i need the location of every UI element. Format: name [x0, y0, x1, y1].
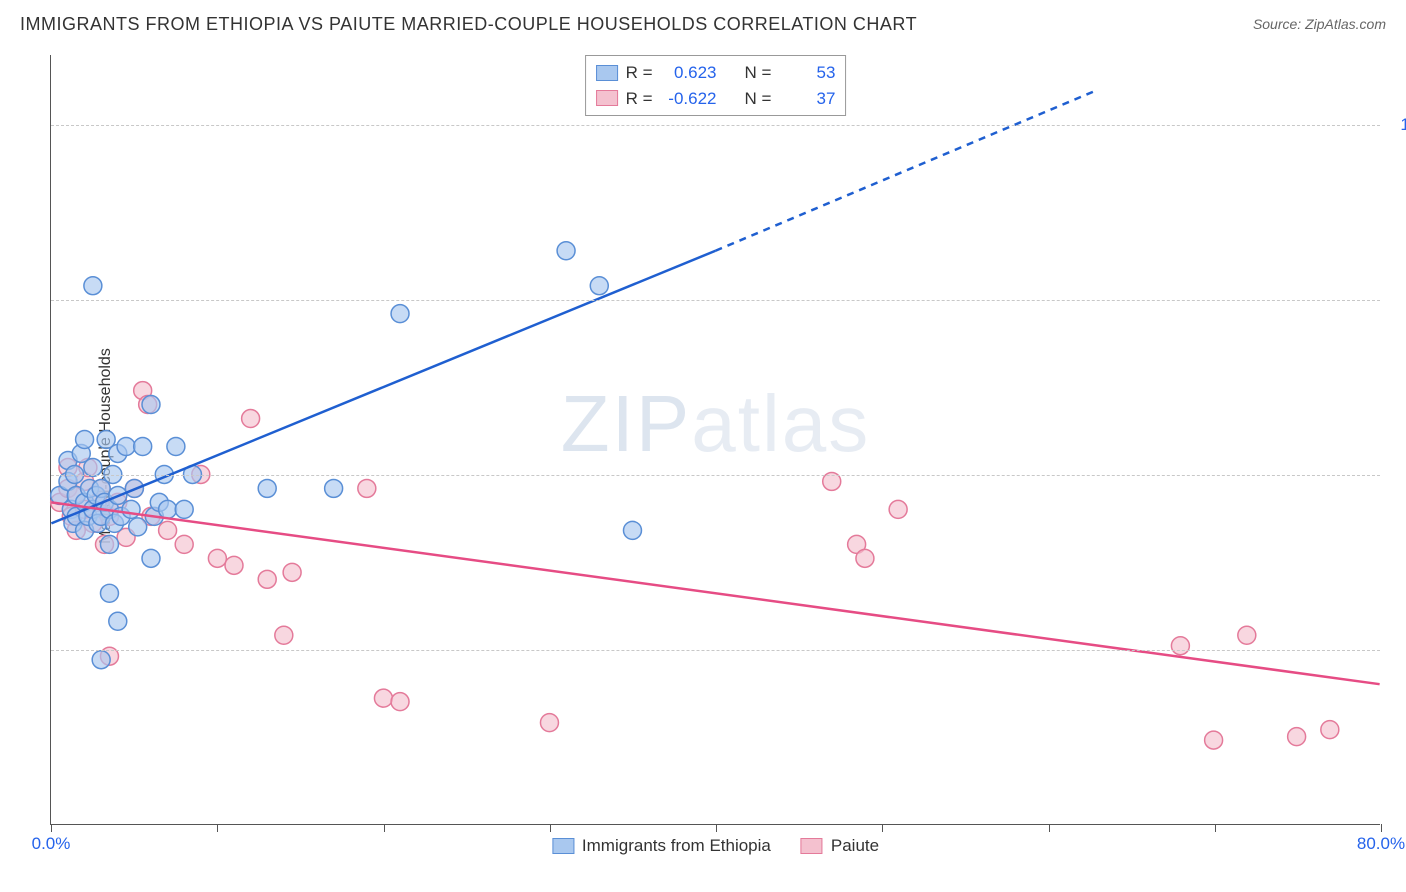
xtick	[550, 824, 551, 832]
xtick	[51, 824, 52, 832]
trendline-paiute	[51, 502, 1379, 684]
chart-plot-area: ZIPatlas R = 0.623 N = 53 R = -0.622 N =…	[50, 55, 1380, 825]
ethiopia-point	[142, 396, 160, 414]
n-label-2: N =	[745, 86, 772, 112]
gridline-h	[51, 300, 1380, 301]
paiute-point	[856, 549, 874, 567]
paiute-point	[175, 535, 193, 553]
gridline-h	[51, 650, 1380, 651]
n-value-paiute: 37	[779, 86, 835, 112]
ethiopia-point	[84, 277, 102, 295]
legend-label-ethiopia: Immigrants from Ethiopia	[582, 836, 771, 856]
stats-legend: R = 0.623 N = 53 R = -0.622 N = 37	[585, 55, 847, 116]
paiute-point	[374, 689, 392, 707]
xtick-label: 80.0%	[1357, 834, 1405, 854]
paiute-point	[540, 714, 558, 732]
ethiopia-point	[117, 438, 135, 456]
paiute-point	[159, 521, 177, 539]
ethiopia-point	[557, 242, 575, 260]
ethiopia-point	[167, 438, 185, 456]
paiute-point	[1288, 728, 1306, 746]
legend-label-paiute: Paiute	[831, 836, 879, 856]
ethiopia-point	[391, 305, 409, 323]
ethiopia-point	[175, 500, 193, 518]
paiute-point	[1238, 626, 1256, 644]
r-value-paiute: -0.622	[661, 86, 717, 112]
ethiopia-point	[325, 479, 343, 497]
paiute-point	[391, 693, 409, 711]
ethiopia-point	[159, 500, 177, 518]
ethiopia-point	[76, 431, 94, 449]
xtick	[384, 824, 385, 832]
ytick-label: 25.0%	[1388, 640, 1406, 660]
ethiopia-point	[590, 277, 608, 295]
chart-svg	[51, 55, 1380, 824]
ytick-label: 50.0%	[1388, 465, 1406, 485]
gridline-h	[51, 475, 1380, 476]
xtick	[1215, 824, 1216, 832]
ethiopia-point	[134, 438, 152, 456]
source-prefix: Source:	[1253, 16, 1305, 32]
swatch-paiute	[596, 90, 618, 106]
ethiopia-point	[84, 458, 102, 476]
series-legend: Immigrants from Ethiopia Paiute	[552, 836, 879, 856]
r-label: R =	[626, 60, 653, 86]
xtick	[217, 824, 218, 832]
source-name: ZipAtlas.com	[1305, 16, 1386, 32]
legend-swatch-paiute	[801, 838, 823, 854]
legend-swatch-ethiopia	[552, 838, 574, 854]
legend-item-paiute: Paiute	[801, 836, 879, 856]
swatch-ethiopia	[596, 65, 618, 81]
ethiopia-point	[129, 518, 147, 536]
n-label: N =	[745, 60, 772, 86]
paiute-point	[258, 570, 276, 588]
paiute-point	[225, 556, 243, 574]
ethiopia-point	[100, 535, 118, 553]
paiute-point	[1321, 721, 1339, 739]
paiute-point	[1171, 637, 1189, 655]
source-attribution: Source: ZipAtlas.com	[1253, 16, 1386, 32]
paiute-point	[358, 479, 376, 497]
ethiopia-point	[258, 479, 276, 497]
gridline-h	[51, 125, 1380, 126]
ytick-label: 100.0%	[1388, 115, 1406, 135]
ethiopia-point	[142, 549, 160, 567]
xtick-label: 0.0%	[32, 834, 71, 854]
ethiopia-point	[100, 584, 118, 602]
r-label-2: R =	[626, 86, 653, 112]
r-value-ethiopia: 0.623	[661, 60, 717, 86]
paiute-point	[283, 563, 301, 581]
legend-item-ethiopia: Immigrants from Ethiopia	[552, 836, 771, 856]
xtick	[716, 824, 717, 832]
xtick	[882, 824, 883, 832]
ethiopia-point	[122, 500, 140, 518]
paiute-point	[275, 626, 293, 644]
stats-row-paiute: R = -0.622 N = 37	[596, 86, 836, 112]
xtick	[1049, 824, 1050, 832]
paiute-point	[1205, 731, 1223, 749]
paiute-point	[242, 410, 260, 428]
ethiopia-point	[92, 651, 110, 669]
chart-title: IMMIGRANTS FROM ETHIOPIA VS PAIUTE MARRI…	[20, 14, 917, 34]
n-value-ethiopia: 53	[779, 60, 835, 86]
xtick	[1381, 824, 1382, 832]
paiute-point	[889, 500, 907, 518]
ethiopia-point	[109, 612, 127, 630]
ethiopia-point	[623, 521, 641, 539]
paiute-point	[208, 549, 226, 567]
ytick-label: 75.0%	[1388, 290, 1406, 310]
stats-row-ethiopia: R = 0.623 N = 53	[596, 60, 836, 86]
